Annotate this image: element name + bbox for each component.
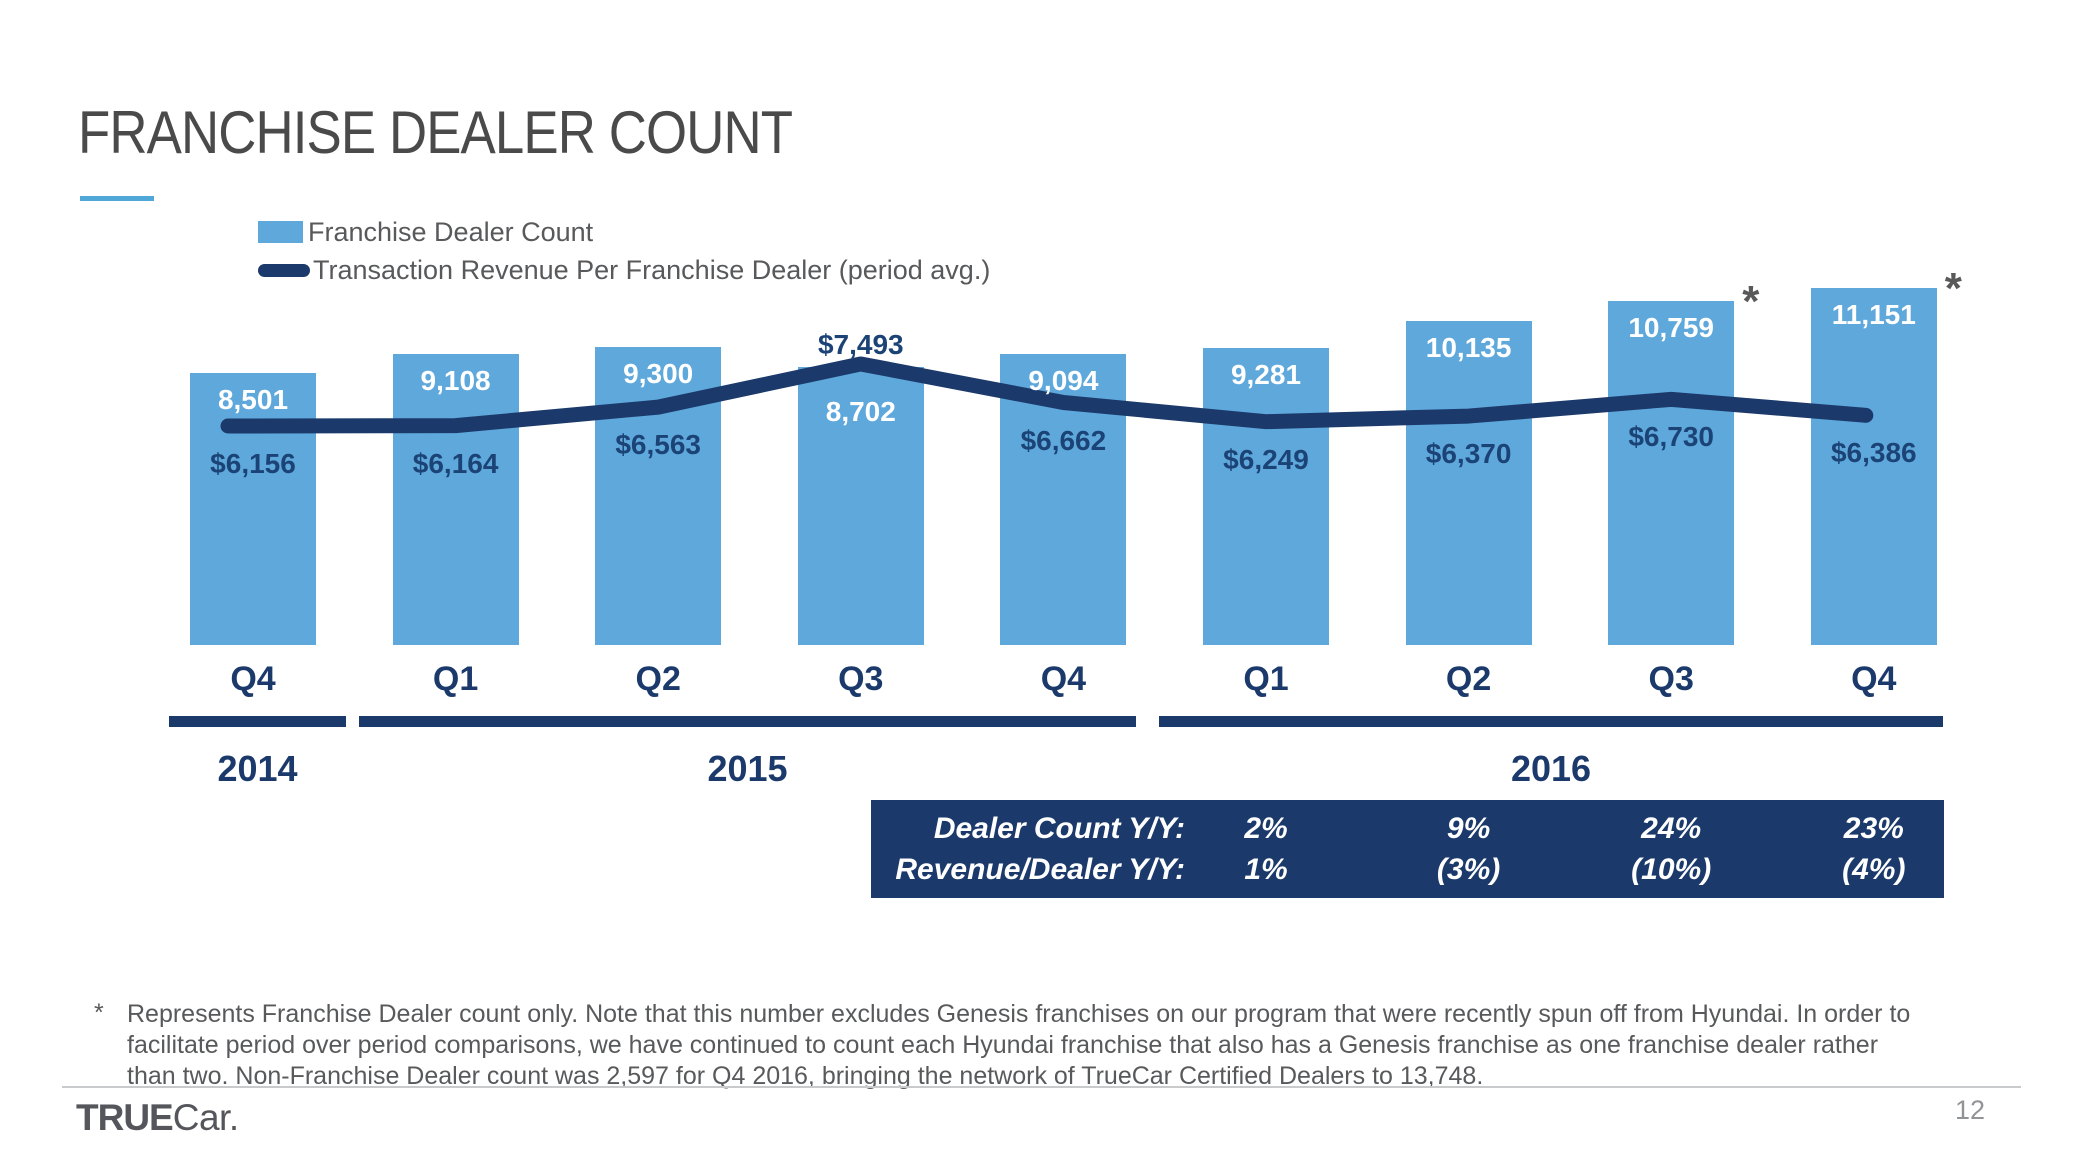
yoy-table-value: 1% — [1244, 853, 1288, 886]
chart-legend: Franchise Dealer Count Transaction Reven… — [258, 216, 990, 292]
revenue-per-dealer-label: $6,662 — [1020, 424, 1107, 456]
revenue-per-dealer-label: $6,563 — [615, 429, 701, 461]
bar-count-label: 10,759 — [1628, 311, 1714, 343]
revenue-per-dealer-label: $6,249 — [1223, 443, 1309, 475]
yoy-table-value: (10%) — [1631, 853, 1712, 886]
bar-count-label: 9,300 — [623, 358, 694, 390]
revenue-per-dealer-label: $6,730 — [1628, 421, 1714, 453]
bar-swatch-icon — [258, 221, 303, 243]
quarter-label: Q3 — [1648, 660, 1694, 698]
yoy-table-value: (4%) — [1842, 853, 1906, 886]
page-title: FRANCHISE DEALER COUNT — [78, 99, 793, 166]
quarter-label: Q2 — [635, 660, 681, 698]
yoy-table-value: 9% — [1446, 812, 1491, 845]
franchise-count-bar — [1203, 348, 1329, 645]
year-label: 2014 — [217, 748, 298, 789]
bar-footnote-asterisk: * — [1742, 276, 1760, 326]
legend-item-line: Transaction Revenue Per Franchise Dealer… — [258, 254, 990, 286]
quarter-label: Q4 — [1851, 660, 1897, 698]
footnote-asterisk: * — [94, 999, 104, 1027]
franchise-count-bar — [1810, 288, 1937, 645]
bar-count-label: 9,108 — [420, 364, 491, 396]
year-label: 2016 — [1510, 748, 1592, 789]
revenue-per-dealer-label: $6,370 — [1425, 438, 1512, 470]
quarter-label: Q4 — [1040, 660, 1087, 698]
title-accent-line — [80, 196, 154, 201]
year-axis-bar — [169, 716, 346, 727]
quarter-label: Q1 — [432, 660, 479, 698]
bar-footnote-asterisk: * — [1944, 264, 1962, 314]
yoy-row-label: Revenue/Dealer Y/Y: — [895, 853, 1185, 886]
revenue-per-dealer-label: $6,164 — [412, 447, 499, 479]
revenue-per-dealer-label: $7,493 — [817, 328, 904, 360]
line-swatch-icon — [258, 263, 310, 277]
bar-count-label: 11,151 — [1831, 299, 1916, 331]
footer-divider — [62, 1086, 2021, 1088]
franchise-count-bar — [190, 372, 316, 645]
yoy-table-value: 24% — [1641, 812, 1702, 845]
legend-label: Franchise Dealer Count — [308, 216, 594, 247]
bar-count-label: 8,501 — [217, 383, 289, 415]
franchise-count-bar — [1405, 320, 1532, 645]
franchise-count-bar — [1608, 300, 1735, 645]
quarter-label: Q4 — [230, 660, 276, 698]
quarter-label: Q2 — [1445, 660, 1492, 698]
bar-count-label: 9,094 — [1028, 364, 1099, 396]
bar-count-label: 10,135 — [1425, 331, 1512, 363]
yoy-table-value: 2% — [1244, 812, 1288, 845]
yoy-table-value: 23% — [1843, 812, 1904, 845]
franchise-count-bar — [392, 353, 519, 645]
quarter-label: Q1 — [1243, 660, 1289, 698]
bar-count-label: 9,281 — [1230, 359, 1302, 390]
franchise-count-bar — [797, 366, 924, 645]
year-label: 2015 — [707, 748, 788, 789]
quarter-label: Q3 — [838, 660, 884, 698]
revenue-per-dealer-label: $6,156 — [210, 448, 296, 479]
yoy-table-value: (3%) — [1436, 853, 1501, 886]
year-axis-bar — [1159, 716, 1943, 727]
yoy-row-label: Dealer Count Y/Y: — [933, 812, 1185, 845]
revenue-per-dealer-label: $6,386 — [1830, 437, 1917, 469]
year-axis-bar — [359, 716, 1136, 727]
page-number: 12 — [1954, 1095, 1986, 1125]
yoy-table: Dealer Count Y/Y: Revenue/Dealer Y/Y: 2%… — [871, 800, 1944, 898]
legend-item-bar: Franchise Dealer Count — [258, 216, 990, 248]
legend-label: Transaction Revenue Per Franchise Dealer… — [313, 254, 991, 285]
footnote-text: Represents Franchise Dealer count only. … — [127, 1000, 1911, 1090]
bar-count-label: 8,702 — [825, 395, 896, 427]
truecar-logo: TRUECar. — [76, 1097, 239, 1138]
